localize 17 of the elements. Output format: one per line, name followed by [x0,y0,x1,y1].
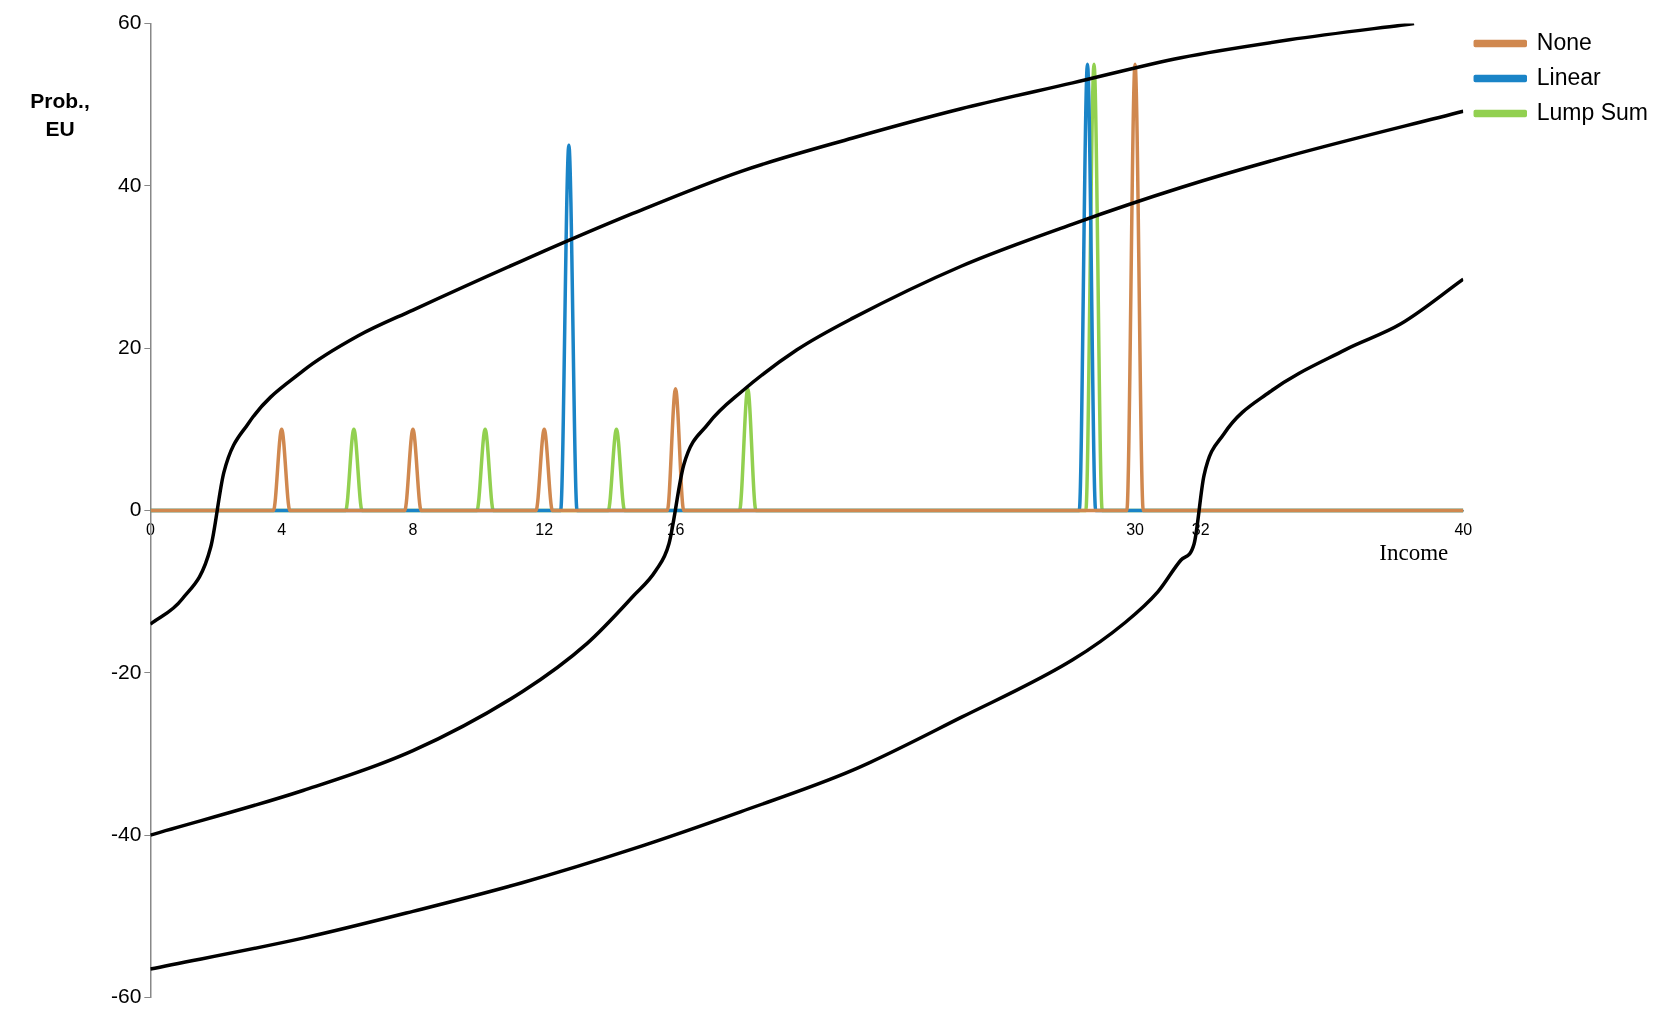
x-tick-label: 4 [277,520,287,538]
y-tick-label: -20 [110,659,142,683]
y-tick-label: 40 [117,172,142,196]
y-tick-label: 60 [117,10,142,34]
legend-label: Lump Sum [1536,98,1648,125]
y-tick-label: -60 [110,984,142,1008]
legend-label: None [1536,28,1592,55]
x-tick-label: 40 [1454,520,1473,538]
x-tick-label: 12 [535,520,554,538]
y-tick-label: 20 [117,335,142,358]
y-tick-label: 0 [129,497,142,521]
x-tick-label: 30 [1126,520,1145,538]
y-axis-title: Prob., EU [30,89,90,141]
y-tick-label: -40 [110,821,142,845]
legend-label: Linear [1536,63,1602,90]
x-tick-label: 8 [408,520,418,538]
x-axis-title: Income [1379,540,1449,566]
